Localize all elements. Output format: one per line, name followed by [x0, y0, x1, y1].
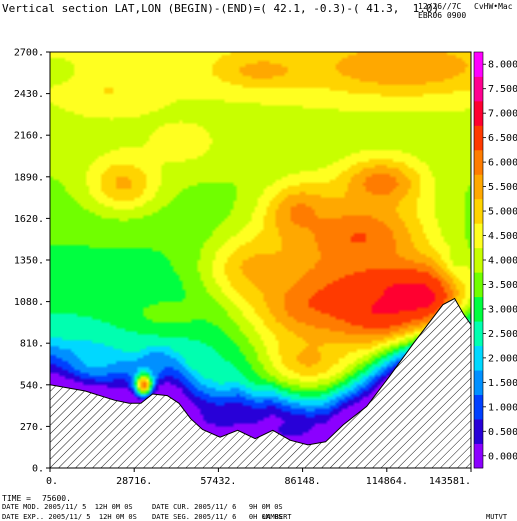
x-tick-label: 57432. [200, 476, 236, 487]
x-tick-label: 143581. [429, 476, 471, 487]
time-label: TIME = [2, 494, 31, 503]
colorbar-label: 4.000 [488, 256, 517, 267]
colorbar-swatch [474, 247, 483, 273]
colorbar-swatch [474, 223, 483, 249]
y-tick-label: 1080. [14, 297, 44, 308]
y-tick-label: 1350. [14, 256, 44, 267]
colorbar-swatch [474, 174, 483, 200]
x-tick-label: 28716. [116, 476, 152, 487]
colorbar-swatch [474, 149, 483, 175]
colorbar-swatch [474, 419, 483, 444]
y-tick-label: 0. [32, 464, 44, 475]
y-tick-label: 1890. [14, 172, 44, 183]
colorbar-label: 6.500 [488, 133, 517, 144]
plot-area [50, 52, 471, 468]
colorbar-label: 8.000 [488, 60, 517, 71]
y-axis: 0. 270. 540. 810. 1080. 1350. 1620. 1890. 2160. 2… [14, 48, 50, 475]
y-tick-label: 540. [20, 380, 44, 391]
colorbar-swatch [474, 198, 483, 224]
date-cur: DATE CUR. 2005/11/ 6 9H 0M 0S [152, 503, 283, 511]
colorbar-swatch [474, 296, 483, 322]
run-date: 12/26//7C [418, 2, 462, 11]
colorbar-label: 7.000 [488, 109, 517, 120]
y-tick-label: 2430. [14, 89, 44, 100]
y-tick-label: 1620. [14, 214, 44, 225]
colorbar-swatch [474, 443, 483, 469]
y-tick-label: 810. [20, 339, 44, 350]
colorbar: 0.000 0.500 1.000 1.500 2.000 2.500 3.000 3.500… [473, 51, 517, 469]
x-axis: 0. 28716. 57432. 86148. 114864. 143581. [46, 468, 472, 487]
colorbar-label: 3.000 [488, 304, 517, 315]
colorbar-swatch [474, 100, 483, 126]
chart-title: Vertical section LAT,LON (BEGIN)-(END)=(… [2, 2, 440, 15]
variable-label: MUTVT [486, 513, 508, 521]
colorbar-swatch [474, 52, 483, 77]
colorbar-label: 7.500 [488, 84, 517, 95]
colorbar-label: 2.500 [488, 329, 517, 340]
colorbar-swatch [474, 370, 483, 395]
colorbar-label: 4.500 [488, 231, 517, 242]
colorbar-label: 1.500 [488, 378, 517, 389]
colorbar-label: 5.000 [488, 207, 517, 218]
colorbar-swatch [474, 125, 483, 151]
y-tick-label: 2160. [14, 131, 44, 142]
time-value: 75600. [42, 494, 71, 503]
colorbar-label: 0.500 [488, 427, 517, 438]
colorbar-swatch [474, 272, 483, 298]
colorbar-label: 5.500 [488, 182, 517, 193]
x-tick-label: 114864. [366, 476, 408, 487]
projection-label: LAMBERT [262, 513, 292, 521]
colorbar-label: 3.500 [488, 280, 517, 291]
x-tick-label: 86148. [285, 476, 321, 487]
colorbar-label: 0.000 [488, 451, 517, 462]
colorbar-label: 2.000 [488, 353, 517, 364]
terrain-hatched [50, 297, 471, 468]
colorbar-label: 1.000 [488, 402, 517, 413]
y-tick-label: 270. [20, 422, 44, 433]
colorbar-swatch [474, 76, 483, 102]
date-seg: DATE SEG. 2005/11/ 6 0H 0M 0S [152, 513, 283, 521]
x-tick-label: 0. [46, 476, 58, 487]
colorbar-swatch [474, 321, 483, 347]
colorbar-swatch [474, 345, 483, 371]
colorbar-swatch [474, 394, 483, 420]
date-exp: DATE EXP.. 2005/11/ 5 12H 0M 0S [2, 513, 137, 521]
y-tick-label: 2700. [14, 48, 44, 59]
date-mod: DATE MOD. 2005/11/ 5 12H 0M 0S [2, 503, 133, 511]
run-id: EBR06 0900 [418, 11, 467, 20]
colorbar-label: 6.000 [488, 158, 517, 169]
run-user: CvHW•Mac [474, 2, 513, 11]
